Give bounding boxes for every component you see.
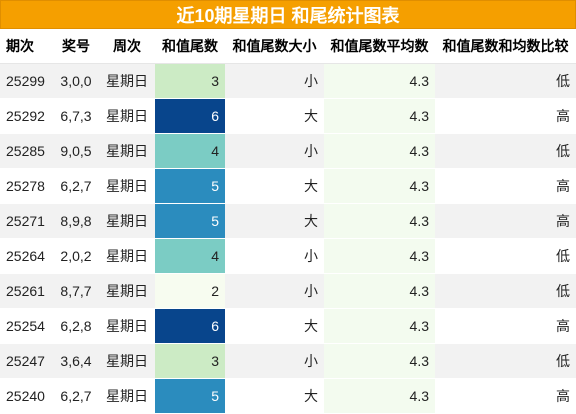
table-row: 25299 3,0,0 星期日 3 小 4.3 低 xyxy=(0,63,576,99)
cell-sum-tail: 6 xyxy=(155,98,225,134)
cell-average: 4.3 xyxy=(324,238,435,274)
cell-sum-tail: 5 xyxy=(155,203,225,239)
cell-size: 大 xyxy=(225,308,324,344)
cell-weekday: 星期日 xyxy=(99,378,155,414)
cell-numbers: 8,9,8 xyxy=(53,203,99,239)
cell-issue: 25285 xyxy=(0,133,53,169)
table-row: 25292 6,7,3 星期日 6 大 4.3 高 xyxy=(0,98,576,134)
stats-table: 期次 奖号 周次 和值尾数 和值尾数大小 和值尾数平均数 和值尾数和均数比较 2… xyxy=(0,29,576,414)
cell-issue: 25271 xyxy=(0,203,53,239)
table-body: 25299 3,0,0 星期日 3 小 4.3 低 25292 6,7,3 星期日 6 大 4.3 高 25… xyxy=(0,63,576,414)
cell-compare: 高 xyxy=(435,203,576,239)
cell-average: 4.3 xyxy=(324,133,435,169)
cell-compare: 低 xyxy=(435,238,576,274)
cell-size: 小 xyxy=(225,133,324,169)
table-row: 25247 3,6,4 星期日 3 小 4.3 低 xyxy=(0,343,576,379)
cell-average: 4.3 xyxy=(324,378,435,414)
cell-numbers: 6,2,7 xyxy=(53,378,99,414)
table-row: 25285 9,0,5 星期日 4 小 4.3 低 xyxy=(0,133,576,169)
cell-average: 4.3 xyxy=(324,168,435,204)
cell-weekday: 星期日 xyxy=(99,168,155,204)
cell-numbers: 6,2,8 xyxy=(53,308,99,344)
cell-size: 大 xyxy=(225,378,324,414)
cell-sum-tail: 4 xyxy=(155,133,225,169)
cell-sum-tail: 5 xyxy=(155,378,225,414)
cell-numbers: 6,2,7 xyxy=(53,168,99,204)
table-row: 25254 6,2,8 星期日 6 大 4.3 高 xyxy=(0,308,576,344)
header-numbers: 奖号 xyxy=(53,29,99,64)
cell-numbers: 3,0,0 xyxy=(53,63,99,99)
cell-size: 小 xyxy=(225,273,324,309)
cell-issue: 25247 xyxy=(0,343,53,379)
cell-issue: 25299 xyxy=(0,63,53,99)
cell-issue: 25264 xyxy=(0,238,53,274)
cell-issue: 25254 xyxy=(0,308,53,344)
cell-weekday: 星期日 xyxy=(99,203,155,239)
cell-weekday: 星期日 xyxy=(99,63,155,99)
cell-average: 4.3 xyxy=(324,273,435,309)
cell-weekday: 星期日 xyxy=(99,343,155,379)
header-issue: 期次 xyxy=(0,29,53,64)
cell-size: 大 xyxy=(225,168,324,204)
cell-compare: 低 xyxy=(435,273,576,309)
cell-size: 小 xyxy=(225,238,324,274)
cell-average: 4.3 xyxy=(324,308,435,344)
cell-weekday: 星期日 xyxy=(99,133,155,169)
cell-issue: 25292 xyxy=(0,98,53,134)
cell-weekday: 星期日 xyxy=(99,98,155,134)
cell-weekday: 星期日 xyxy=(99,308,155,344)
table-header-row: 期次 奖号 周次 和值尾数 和值尾数大小 和值尾数平均数 和值尾数和均数比较 xyxy=(0,29,576,64)
cell-size: 大 xyxy=(225,98,324,134)
cell-compare: 高 xyxy=(435,98,576,134)
cell-size: 小 xyxy=(225,343,324,379)
cell-compare: 低 xyxy=(435,63,576,99)
table-row: 25261 8,7,7 星期日 2 小 4.3 低 xyxy=(0,273,576,309)
cell-compare: 高 xyxy=(435,378,576,414)
cell-sum-tail: 2 xyxy=(155,273,225,309)
cell-average: 4.3 xyxy=(324,343,435,379)
header-compare: 和值尾数和均数比较 xyxy=(435,29,576,64)
chart-title-text: 近10期星期日 和尾统计图表 xyxy=(176,5,400,26)
header-sum-tail: 和值尾数 xyxy=(155,29,225,64)
chart-title: 近10期星期日 和尾统计图表 xyxy=(0,0,576,29)
header-size: 和值尾数大小 xyxy=(225,29,324,64)
cell-numbers: 3,6,4 xyxy=(53,343,99,379)
cell-average: 4.3 xyxy=(324,203,435,239)
cell-sum-tail: 3 xyxy=(155,343,225,379)
table-row: 25264 2,0,2 星期日 4 小 4.3 低 xyxy=(0,238,576,274)
cell-size: 大 xyxy=(225,203,324,239)
cell-sum-tail: 3 xyxy=(155,63,225,99)
table-row: 25271 8,9,8 星期日 5 大 4.3 高 xyxy=(0,203,576,239)
header-weekday: 周次 xyxy=(99,29,155,64)
cell-numbers: 6,7,3 xyxy=(53,98,99,134)
cell-compare: 低 xyxy=(435,133,576,169)
header-average: 和值尾数平均数 xyxy=(324,29,435,64)
cell-compare: 低 xyxy=(435,343,576,379)
cell-numbers: 2,0,2 xyxy=(53,238,99,274)
cell-average: 4.3 xyxy=(324,63,435,99)
table-row: 25278 6,2,7 星期日 5 大 4.3 高 xyxy=(0,168,576,204)
cell-issue: 25278 xyxy=(0,168,53,204)
cell-weekday: 星期日 xyxy=(99,273,155,309)
cell-sum-tail: 6 xyxy=(155,308,225,344)
cell-weekday: 星期日 xyxy=(99,238,155,274)
cell-numbers: 8,7,7 xyxy=(53,273,99,309)
cell-numbers: 9,0,5 xyxy=(53,133,99,169)
table-row: 25240 6,2,7 星期日 5 大 4.3 高 xyxy=(0,378,576,414)
cell-issue: 25261 xyxy=(0,273,53,309)
cell-sum-tail: 5 xyxy=(155,168,225,204)
cell-compare: 高 xyxy=(435,168,576,204)
cell-average: 4.3 xyxy=(324,98,435,134)
cell-size: 小 xyxy=(225,63,324,99)
cell-issue: 25240 xyxy=(0,378,53,414)
cell-compare: 高 xyxy=(435,308,576,344)
cell-sum-tail: 4 xyxy=(155,238,225,274)
